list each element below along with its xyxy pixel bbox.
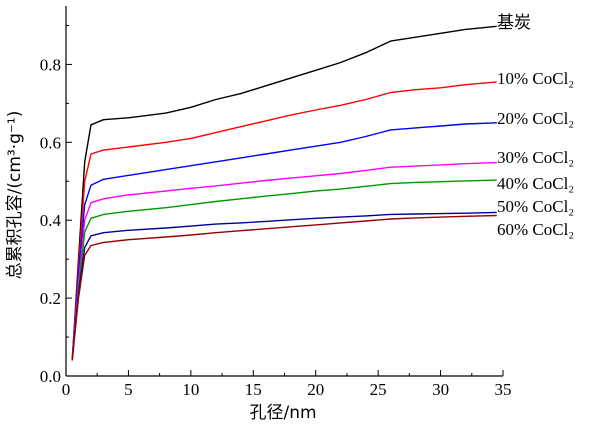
series-line: [71, 122, 497, 361]
x-tick-label: 30: [432, 380, 449, 399]
series-label: 20% CoCl₂: [497, 109, 574, 128]
y-tick-label: 0.2: [40, 289, 61, 308]
x-tick-label: 5: [124, 380, 133, 399]
y-tick-label: 0.6: [40, 133, 61, 152]
series-line: [71, 81, 497, 361]
x-tick-label: 15: [245, 380, 262, 399]
x-tick-label: 0: [62, 380, 71, 399]
series-label: 基炭: [497, 13, 531, 32]
series-line: [71, 25, 497, 361]
ticks: 0 5 10 15 20 25 30 35 0.0 0.2 0.4 0.6 0.8: [40, 24, 512, 399]
x-axis-label: 孔径/nm: [249, 403, 316, 423]
y-tick-label: 0.4: [40, 211, 62, 230]
x-tick-label: 20: [307, 380, 324, 399]
series-label: 10% CoCl₂: [497, 69, 574, 88]
series-line: [71, 214, 497, 361]
x-tick-label: 25: [370, 380, 387, 399]
series-line: [71, 161, 497, 361]
series-label: 50% CoCl₂: [497, 197, 574, 216]
series-labels: 基炭 10% CoCl₂ 20% CoCl₂ 30% CoCl₂ 40% CoCl₂ 50…: [497, 13, 574, 239]
y-tick-label: 0.8: [40, 55, 61, 74]
series-line: [71, 179, 497, 361]
x-tick-label: 10: [182, 380, 199, 399]
series-label: 30% CoCl₂: [497, 148, 574, 167]
series-lines: [71, 25, 497, 361]
x-tick-label: 35: [495, 380, 512, 399]
series-label: 60% CoCl₂: [497, 220, 574, 239]
axes: [65, 6, 503, 377]
series-line: [71, 211, 497, 361]
y-axis-label: 总累积孔容/(cm³·g⁻¹): [5, 111, 25, 280]
series-label: 40% CoCl₂: [497, 174, 574, 193]
y-tick-label: 0.0: [40, 367, 61, 386]
